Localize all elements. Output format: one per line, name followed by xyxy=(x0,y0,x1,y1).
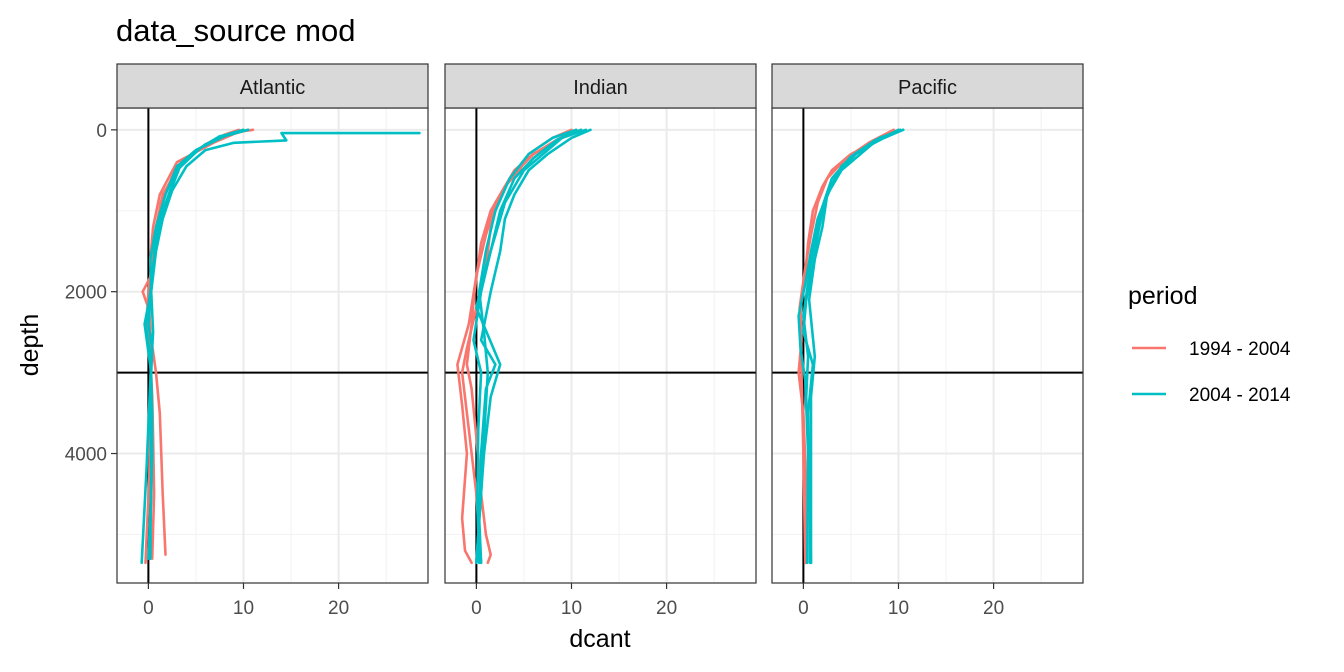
x-tick-label: 20 xyxy=(328,598,349,619)
facet-indian: Indian 0 10 20 xyxy=(444,63,757,619)
chart-title: data_source mod xyxy=(116,13,356,48)
series-line-2004-2014-4 xyxy=(477,128,592,565)
series-line-2004-2014-6 xyxy=(802,128,902,565)
x-tick-label: 0 xyxy=(798,598,809,619)
legend-title: period xyxy=(1128,282,1198,310)
x-tick-label: 10 xyxy=(233,598,254,619)
series-line-1994-2004-2 xyxy=(798,128,896,565)
facet-atlantic: Atlantic 0 10 20 0 2000 4000 xyxy=(65,63,429,619)
x-axis-title: dcant xyxy=(569,625,630,653)
series-line-2004-2014-7 xyxy=(475,128,578,565)
y-tick-label: 4000 xyxy=(65,445,107,466)
facet-strip xyxy=(116,63,429,109)
facet-strip xyxy=(771,63,1084,109)
y-tick-label: 0 xyxy=(96,121,107,142)
x-tick-label: 10 xyxy=(888,598,909,619)
series-group xyxy=(140,128,421,565)
series-group xyxy=(797,128,905,565)
x-tick-label: 0 xyxy=(471,598,482,619)
series-group xyxy=(456,128,592,565)
x-tick-label: 0 xyxy=(143,598,154,619)
panel-background xyxy=(445,108,756,583)
legend-entry-label: 2004 - 2014 xyxy=(1189,385,1291,406)
facet-strip xyxy=(444,63,757,109)
y-axis-title: depth xyxy=(16,314,44,377)
facet-strip-label: Indian xyxy=(573,77,628,99)
series-line-2004-2014-6 xyxy=(472,128,583,565)
x-tick-label: 10 xyxy=(561,598,582,619)
series-line-2004-2014-7 xyxy=(143,128,250,561)
legend-entry-1994-2004: 1994 - 2004 xyxy=(1132,339,1291,360)
legend-entry-2004-2014: 2004 - 2014 xyxy=(1132,385,1291,406)
x-tick-label: 20 xyxy=(983,598,1004,619)
facet-pacific: Pacific 0 10 20 xyxy=(771,63,1084,619)
y-tick-label: 2000 xyxy=(65,283,107,304)
legend-entry-label: 1994 - 2004 xyxy=(1189,339,1291,360)
legend: period 1994 - 2004 2004 - 2014 xyxy=(1128,282,1291,406)
facet-strip-label: Pacific xyxy=(898,77,957,99)
x-tick-label: 20 xyxy=(656,598,677,619)
facet-strip-label: Atlantic xyxy=(240,77,306,99)
panel-background xyxy=(772,108,1083,583)
series-line-2004-2014-3 xyxy=(797,128,905,565)
